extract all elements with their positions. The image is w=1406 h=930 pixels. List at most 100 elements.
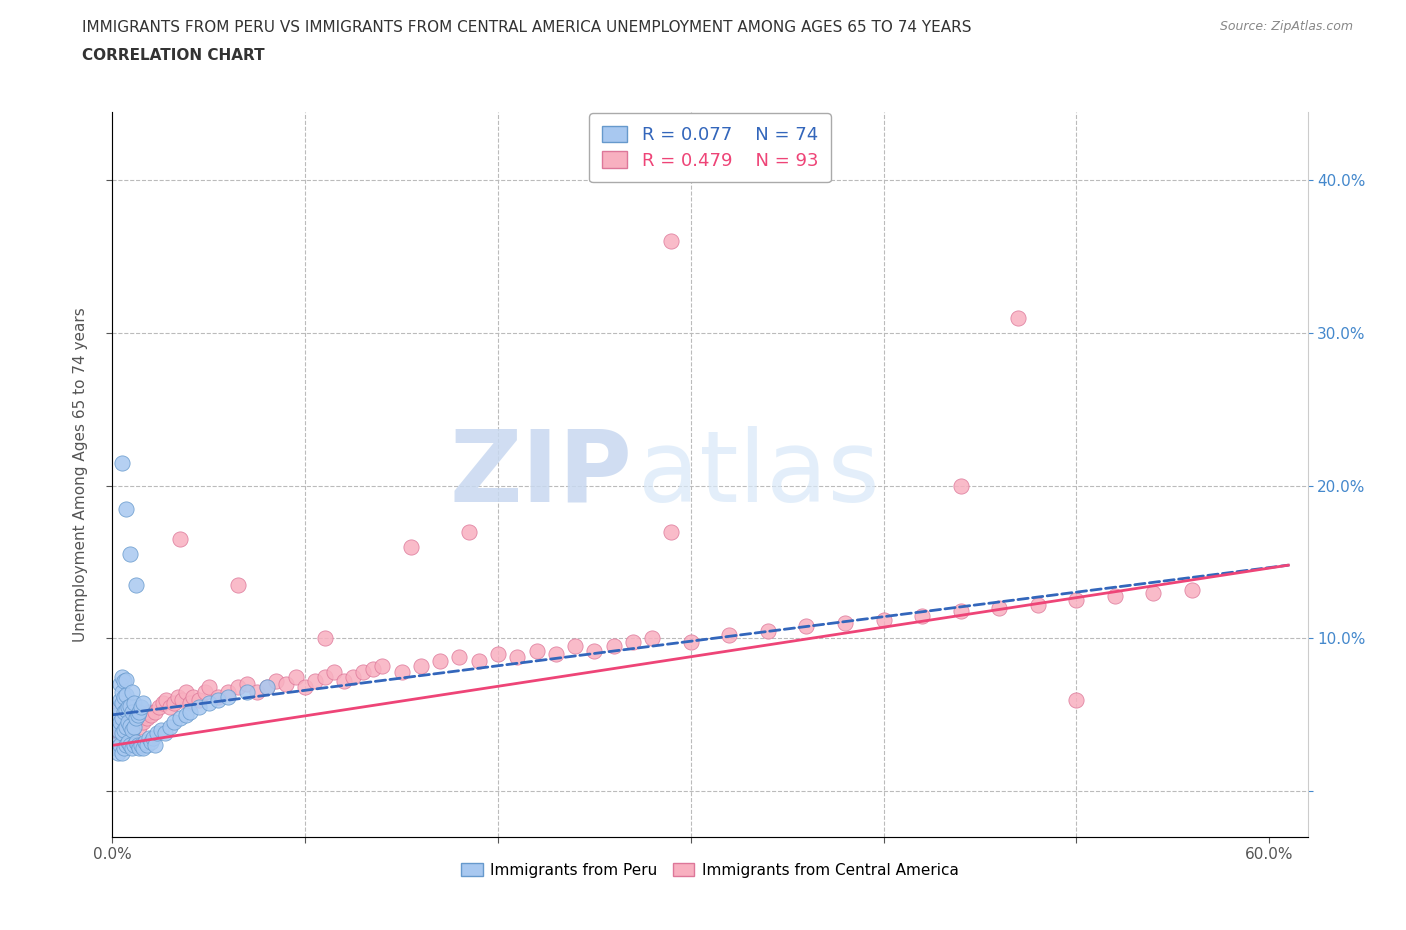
Point bbox=[188, 699, 211, 714]
Point bbox=[115, 720, 138, 735]
Point bbox=[118, 698, 141, 713]
Text: CORRELATION CHART: CORRELATION CHART bbox=[82, 48, 264, 63]
Point bbox=[174, 708, 197, 723]
Point bbox=[170, 692, 193, 707]
Point bbox=[641, 631, 664, 646]
Point bbox=[194, 684, 217, 699]
Point bbox=[167, 689, 190, 704]
Point bbox=[207, 692, 229, 707]
Point bbox=[796, 618, 818, 633]
Point bbox=[107, 730, 129, 745]
Point bbox=[118, 715, 141, 730]
Point bbox=[661, 525, 683, 539]
Point bbox=[155, 692, 177, 707]
Point bbox=[105, 741, 128, 756]
Point bbox=[111, 725, 134, 740]
Point bbox=[111, 711, 134, 725]
Point bbox=[143, 704, 166, 719]
Point bbox=[127, 708, 149, 723]
Point bbox=[1026, 597, 1049, 612]
Point bbox=[131, 711, 153, 725]
Point bbox=[108, 699, 131, 714]
Point bbox=[134, 735, 156, 750]
Point bbox=[217, 684, 239, 699]
Point bbox=[111, 735, 134, 750]
Point bbox=[284, 670, 307, 684]
Point bbox=[103, 715, 125, 730]
Point bbox=[138, 704, 160, 719]
Text: ZIP: ZIP bbox=[450, 426, 633, 523]
Point bbox=[143, 737, 166, 752]
Point bbox=[256, 680, 278, 695]
Point bbox=[159, 720, 181, 735]
Point bbox=[304, 674, 326, 689]
Point bbox=[124, 715, 146, 730]
Point bbox=[1142, 585, 1164, 600]
Point bbox=[148, 699, 170, 714]
Point bbox=[131, 699, 153, 714]
Point bbox=[112, 723, 135, 737]
Point bbox=[117, 735, 139, 750]
Point bbox=[274, 677, 297, 692]
Point bbox=[107, 708, 129, 723]
Point bbox=[122, 737, 145, 752]
Point bbox=[115, 703, 138, 718]
Point bbox=[142, 730, 165, 745]
Point bbox=[111, 711, 134, 725]
Point bbox=[467, 654, 489, 669]
Point bbox=[128, 741, 150, 756]
Point bbox=[107, 723, 129, 737]
Point bbox=[429, 654, 451, 669]
Point bbox=[111, 746, 134, 761]
Point bbox=[132, 695, 155, 710]
Point bbox=[226, 578, 249, 592]
Point bbox=[105, 723, 128, 737]
Point bbox=[988, 601, 1011, 616]
Point bbox=[128, 720, 150, 735]
Point bbox=[179, 704, 201, 719]
Point bbox=[236, 684, 259, 699]
Point bbox=[1064, 692, 1087, 707]
Point bbox=[112, 699, 135, 714]
Point bbox=[169, 532, 191, 547]
Point bbox=[583, 644, 606, 658]
Point bbox=[112, 725, 135, 740]
Point bbox=[115, 723, 138, 737]
Point bbox=[458, 525, 481, 539]
Point bbox=[198, 695, 221, 710]
Point bbox=[115, 737, 138, 752]
Point bbox=[246, 684, 269, 699]
Point bbox=[121, 723, 143, 737]
Point bbox=[122, 720, 145, 735]
Point bbox=[949, 604, 972, 618]
Point bbox=[391, 665, 413, 680]
Point bbox=[131, 737, 153, 752]
Point bbox=[174, 684, 197, 699]
Point bbox=[139, 735, 162, 750]
Point bbox=[198, 680, 221, 695]
Point bbox=[112, 674, 135, 689]
Point bbox=[236, 677, 259, 692]
Point bbox=[111, 684, 134, 699]
Point bbox=[108, 715, 131, 730]
Point bbox=[118, 737, 141, 752]
Point bbox=[486, 646, 509, 661]
Point bbox=[226, 680, 249, 695]
Point bbox=[342, 670, 364, 684]
Point bbox=[107, 699, 129, 714]
Point bbox=[108, 692, 131, 707]
Point bbox=[314, 670, 336, 684]
Text: IMMIGRANTS FROM PERU VS IMMIGRANTS FROM CENTRAL AMERICA UNEMPLOYMENT AMONG AGES : IMMIGRANTS FROM PERU VS IMMIGRANTS FROM … bbox=[82, 20, 972, 35]
Point bbox=[107, 746, 129, 761]
Point bbox=[159, 699, 181, 714]
Point bbox=[169, 711, 191, 725]
Point bbox=[117, 699, 139, 714]
Point bbox=[352, 665, 374, 680]
Point bbox=[217, 689, 239, 704]
Point bbox=[1007, 311, 1029, 325]
Point bbox=[1104, 589, 1126, 604]
Point bbox=[105, 708, 128, 723]
Point bbox=[266, 674, 288, 689]
Point bbox=[401, 539, 423, 554]
Point bbox=[111, 456, 134, 471]
